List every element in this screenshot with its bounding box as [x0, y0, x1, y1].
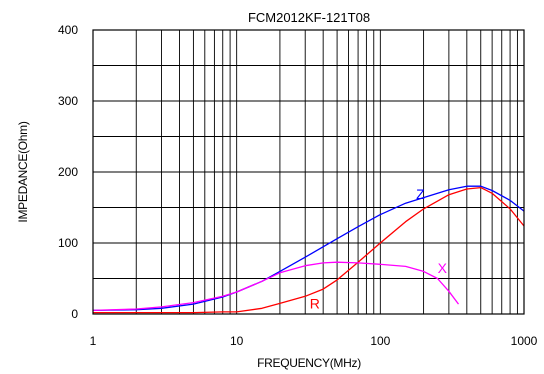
- series-label-z: Z: [416, 186, 425, 202]
- x-tick-label: 1000: [511, 334, 538, 348]
- y-tick-label: 200: [58, 165, 78, 179]
- plot-frame: [92, 29, 525, 315]
- y-tick-label: 0: [71, 307, 78, 321]
- x-axis-label: FREQUENCY(MHz): [257, 356, 361, 370]
- y-tick-label: 400: [58, 23, 78, 37]
- series-label-r: R: [310, 295, 320, 311]
- series-line-z: [92, 185, 525, 312]
- grid: [93, 30, 524, 314]
- y-axis-label: IMPEDANCE(Ohm): [16, 121, 30, 222]
- series-lines: [92, 185, 525, 314]
- chart-title: FCM2012KF-121T08: [248, 10, 370, 25]
- x-tick-label: 1: [90, 334, 97, 348]
- x-tick-label: 100: [370, 334, 390, 348]
- x-tick-labels: 1 10 100 1000: [90, 334, 538, 348]
- y-tick-labels: 0 100 200 300 400: [58, 23, 78, 321]
- x-tick-label: 10: [230, 334, 244, 348]
- y-tick-label: 100: [58, 236, 78, 250]
- series-label-x: X: [438, 260, 448, 276]
- series-line-r: [93, 186, 525, 314]
- y-tick-label: 300: [58, 94, 78, 108]
- series-labels: Z R X: [310, 186, 448, 311]
- series-line-x: [92, 261, 460, 312]
